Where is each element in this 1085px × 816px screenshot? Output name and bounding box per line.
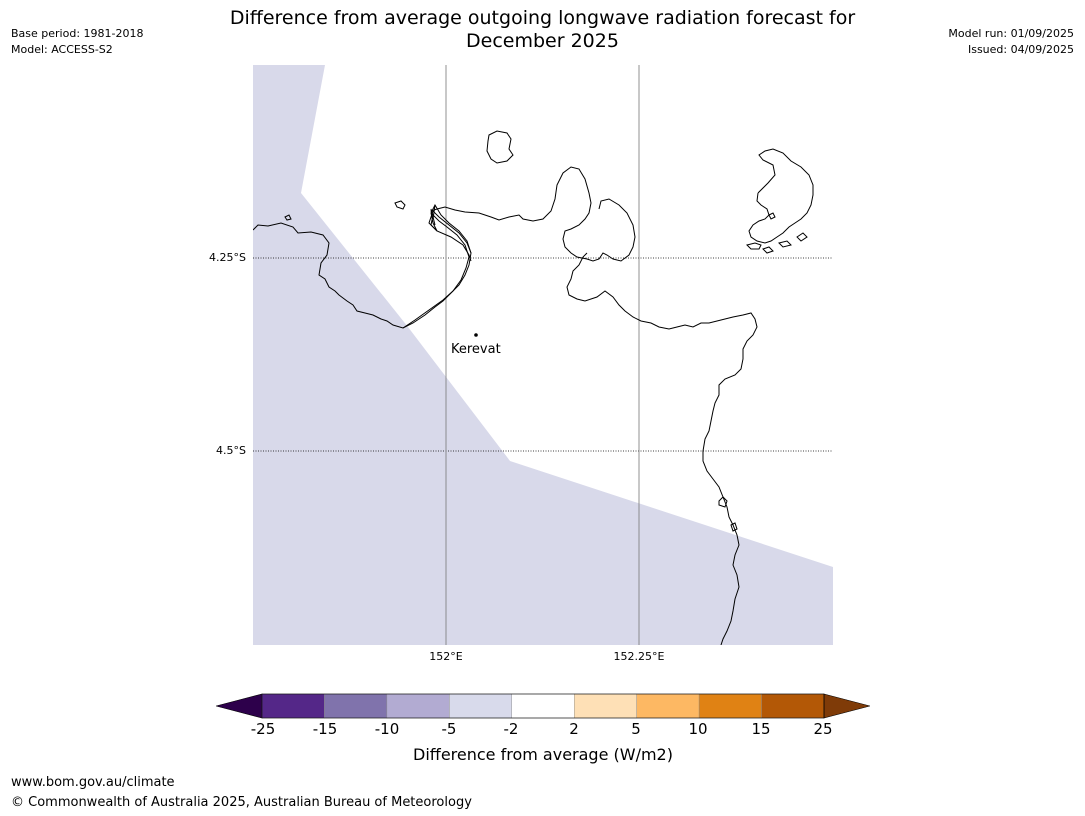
kerevat-label: Kerevat	[451, 342, 501, 357]
colorbar-segment	[386, 693, 450, 719]
islet-ne-e	[768, 212, 776, 220]
lon-label-152: 152°E	[429, 650, 463, 663]
islet-coast-east	[718, 496, 738, 532]
colorbar-segment	[761, 693, 825, 719]
colorbar-tick: 15	[751, 720, 771, 738]
colorbar-tick: -2	[503, 720, 519, 738]
base-period-text: Base period: 1981-2018	[11, 27, 144, 40]
footer-url[interactable]: www.bom.gov.au/climate	[11, 775, 175, 790]
model-run-text: Model run: 01/09/2025	[948, 27, 1074, 40]
coastline-gazelle-north	[402, 166, 758, 645]
colorbar-extend-low	[216, 693, 263, 719]
colorbar	[216, 693, 870, 719]
forecast-metadata-left: Base period: 1981-2018 Model: ACCESS-S2	[11, 26, 143, 58]
anomaly-fill-region	[253, 65, 833, 645]
forecast-map	[253, 65, 833, 645]
colorbar-frame	[261, 693, 825, 719]
colorbar-segment	[449, 693, 512, 719]
colorbar-segment	[574, 693, 637, 719]
colorbar-segment	[511, 693, 575, 719]
colorbar-tick: 5	[631, 720, 641, 738]
lon-label-152-25: 152.25°E	[613, 650, 665, 663]
coastline-central-bay	[428, 210, 472, 262]
islet-ne-b	[762, 246, 774, 254]
colorbar-tick: -15	[312, 720, 338, 738]
colorbar-tick: 10	[688, 720, 708, 738]
islet-ne-a	[746, 242, 762, 250]
colorbar-label: Difference from average (W/m2)	[413, 745, 673, 764]
colorbar-tick: -25	[250, 720, 276, 738]
islet-ne-c	[778, 240, 792, 248]
colorbar-segment	[261, 693, 325, 719]
colorbar-segment	[698, 693, 762, 719]
islet-ne-d	[796, 232, 808, 242]
map-title: Difference from average outgoing longwav…	[140, 7, 945, 53]
colorbar-tick: 25	[813, 720, 833, 738]
colorbar-segment	[636, 693, 700, 719]
colorbar-extend-high	[823, 693, 870, 719]
kerevat-marker	[474, 333, 478, 337]
title-line-1: Difference from average outgoing longwav…	[229, 7, 856, 29]
island-small-north	[486, 130, 514, 164]
lat-label-4-25: 4.25°S	[209, 251, 246, 264]
coastline-east-peninsula	[748, 148, 814, 244]
islet-coast-west	[284, 214, 292, 221]
model-text: Model: ACCESS-S2	[11, 43, 113, 56]
colorbar-tick: -5	[441, 720, 457, 738]
colorbar-tick: 2	[569, 720, 579, 738]
title-line-2: December 2025	[466, 30, 619, 52]
forecast-metadata-right: Model run: 01/09/2025 Issued: 04/09/2025	[948, 26, 1074, 58]
lat-label-4-5: 4.5°S	[216, 444, 246, 457]
issued-text: Issued: 04/09/2025	[967, 43, 1074, 56]
island-small-west	[394, 200, 406, 210]
footer-copyright: © Commonwealth of Australia 2025, Austra…	[11, 795, 472, 810]
colorbar-tick: -10	[374, 720, 400, 738]
colorbar-segment	[324, 693, 388, 719]
